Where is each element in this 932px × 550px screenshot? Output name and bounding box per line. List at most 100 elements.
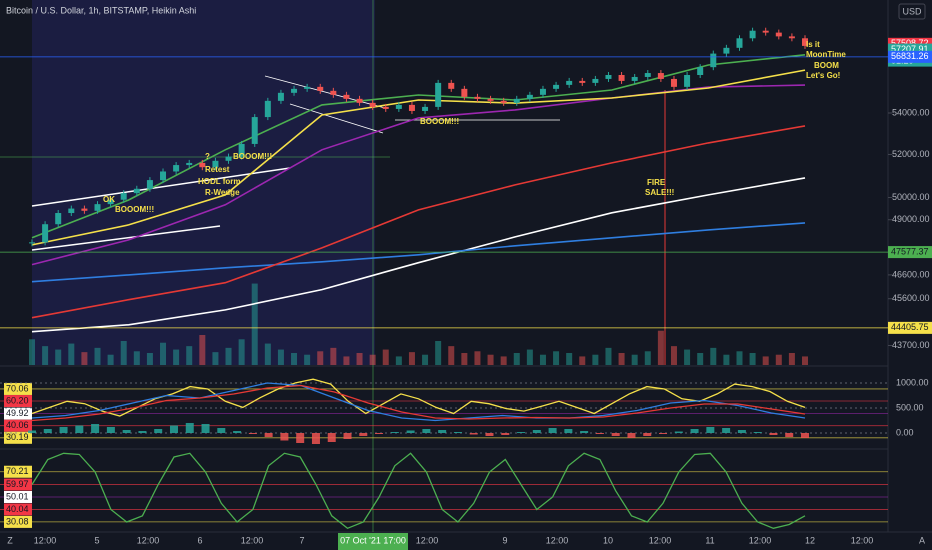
volume-bar <box>382 349 389 365</box>
histogram-bar <box>548 428 557 433</box>
histogram-bar <box>375 433 384 434</box>
price-label: 57508.72 <box>891 38 929 48</box>
histogram-bar <box>580 431 589 433</box>
histogram-bar <box>501 433 510 435</box>
candle-body <box>723 47 730 54</box>
volume-bar <box>487 354 494 365</box>
indicator-line <box>31 382 806 422</box>
annotation: Let's Go! <box>806 71 840 80</box>
level-label-box <box>4 382 32 395</box>
volume-bar <box>225 347 232 365</box>
histogram-bar <box>154 429 163 433</box>
volume-bar <box>448 346 455 365</box>
x-tick-label: 11 <box>705 535 714 545</box>
candle-body <box>317 86 324 91</box>
volume-bar <box>68 343 75 365</box>
level-label: 40.04 <box>6 504 29 514</box>
candle-body <box>736 38 743 48</box>
candle-body <box>605 75 612 79</box>
candle-body <box>631 76 638 81</box>
x-tick-label: 12:00 <box>749 535 772 545</box>
candle-body <box>146 180 153 189</box>
candle-body <box>670 78 677 87</box>
volume-bar <box>592 354 599 365</box>
price-label-box <box>888 50 932 63</box>
histogram-bar <box>201 424 210 433</box>
volume-bar <box>710 347 717 365</box>
volume-bar <box>762 356 769 365</box>
volume-bar <box>566 353 573 365</box>
histogram-bar <box>785 433 794 437</box>
volume-bar <box>291 353 298 365</box>
annotation: BOOOM!!! <box>115 205 154 214</box>
volume-bar <box>212 352 219 365</box>
volume-bar <box>264 343 271 365</box>
x-tick-label: 12:00 <box>34 535 57 545</box>
histogram-bar <box>611 433 620 436</box>
volume-bar <box>395 356 402 365</box>
histogram-bar <box>801 433 809 438</box>
y-tick-label: 50000.00 <box>892 192 930 202</box>
level-label: 60.20 <box>6 395 29 405</box>
volume-bar <box>513 353 520 365</box>
level-label-box <box>4 407 32 420</box>
histogram-bar <box>469 433 478 435</box>
volume-bar <box>317 351 324 365</box>
level-label: 30.08 <box>6 516 29 526</box>
histogram-bar <box>769 433 778 435</box>
histogram-bar <box>138 431 147 433</box>
volume-bar <box>238 339 245 365</box>
candle-body <box>330 90 337 95</box>
volume-bar <box>369 354 376 365</box>
candle-body <box>657 73 664 79</box>
annotation: SALE!!! <box>645 188 674 197</box>
histogram-bar <box>737 430 746 433</box>
histogram-bar <box>264 433 273 437</box>
candle-body <box>710 53 717 68</box>
histogram-bar <box>311 433 320 444</box>
price-label: 56831.26 <box>891 51 929 61</box>
histogram-bar <box>106 427 115 433</box>
price-label: 47577.37 <box>891 246 929 256</box>
footer-left[interactable]: Z <box>7 535 13 545</box>
volume-bar <box>330 347 337 365</box>
currency-box[interactable] <box>898 3 926 20</box>
histogram-bar <box>359 433 368 436</box>
candle-body <box>553 84 560 89</box>
candle-body <box>120 193 127 200</box>
moving-average <box>31 222 806 283</box>
volume-bar <box>749 353 756 365</box>
candle-body <box>448 82 455 89</box>
level-label-box <box>4 478 32 491</box>
candle-body <box>212 160 219 168</box>
y-tick-label: 49000.00 <box>892 214 930 224</box>
volume-bar <box>461 353 468 365</box>
volume-bar <box>422 354 429 365</box>
histogram-bar <box>643 433 652 436</box>
histogram-bar <box>91 424 100 433</box>
volume-bar <box>670 346 677 365</box>
candle-body <box>133 188 140 194</box>
x-tick-label: 6 <box>197 535 202 545</box>
volume-bar <box>631 354 638 365</box>
candle-body <box>788 36 795 39</box>
annotation: OK <box>103 195 115 204</box>
histogram-bar <box>532 430 541 433</box>
level-label-box <box>4 515 32 528</box>
histogram-bar <box>722 428 731 433</box>
level-label-box <box>4 395 32 408</box>
histogram-bar <box>485 433 494 436</box>
x-tick-label: 7 <box>299 535 304 545</box>
footer-right[interactable]: A <box>919 535 925 545</box>
volume-bar <box>277 349 284 365</box>
symbol-title: Bitcoin / U.S. Dollar, 1h, BITSTAMP, Hei… <box>6 5 196 15</box>
crosshair-label: 07 Oct '21 17:00 <box>340 535 406 545</box>
candle-body <box>277 92 284 101</box>
volume-bar <box>657 330 664 365</box>
histogram-bar <box>406 430 415 433</box>
candle-body <box>526 94 533 99</box>
candle-body <box>225 156 232 161</box>
histogram-bar <box>185 423 194 433</box>
volume-bar <box>775 354 782 365</box>
currency[interactable]: USD <box>902 6 922 16</box>
